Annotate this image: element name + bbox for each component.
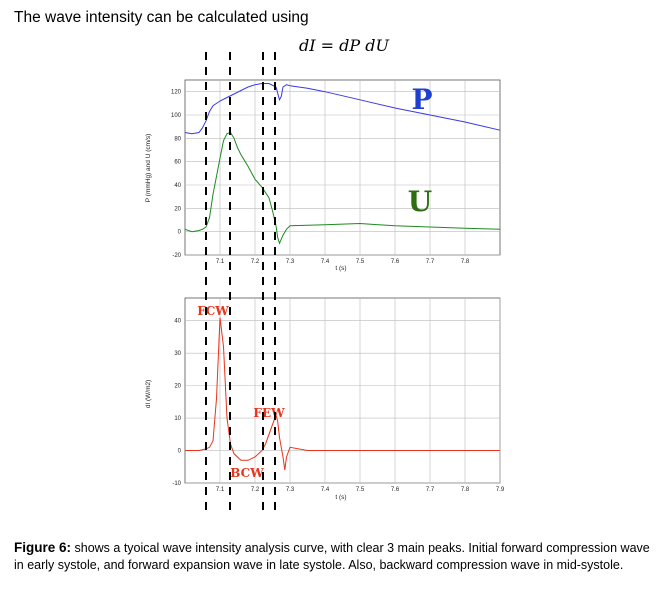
x-tick-label: 7.8 — [461, 487, 470, 493]
y-tick-label: 100 — [171, 113, 182, 119]
bottom-ylabel: dI (W/m2) — [145, 380, 152, 409]
top-plot-area — [184, 79, 501, 256]
bcw-label: BCW — [230, 466, 264, 480]
bottom-chart: 7.1 7.2 7.3 7.4 7.5 7.6 7.7 7.8 7.9-10010203040 … — [145, 297, 505, 501]
x-tick-label: 7.4 — [321, 259, 330, 265]
y-tick-label: 40 — [174, 319, 181, 325]
x-tick-label: 7.6 — [391, 487, 400, 493]
x-tick-label: 7.3 — [286, 487, 295, 493]
y-tick-label: 0 — [178, 449, 182, 455]
caption-lead: Figure 6: — [14, 540, 72, 555]
formula: dI = dP dU — [299, 36, 389, 55]
top-chart: 7.1 7.2 7.3 7.4 7.5 7.6 7.7 7.8 -20 0 20 40 60 80 100 1… — [145, 79, 501, 272]
x-tick-label: 7.5 — [356, 259, 365, 265]
x-tick-label: 7.7 — [426, 259, 435, 265]
bottom-plot-area — [184, 297, 501, 484]
y-tick-label: 80 — [174, 136, 181, 142]
series-label-p: P — [411, 83, 432, 116]
x-tick-label: 7.4 — [321, 487, 330, 493]
y-tick-label: 20 — [174, 384, 181, 390]
y-tick-label: -10 — [172, 481, 181, 487]
top-ylabel: P (mmHg) and U (cm/s) — [145, 134, 152, 203]
x-tick-label: 7.7 — [426, 487, 435, 493]
x-tick-label: 7.5 — [356, 487, 365, 493]
x-tick-label: 7.1 — [216, 259, 225, 265]
y-tick-label: 40 — [174, 183, 181, 189]
series-label-u: U — [408, 185, 432, 218]
x-tick-label: 7.2 — [251, 259, 260, 265]
y-tick-label: 60 — [174, 160, 181, 166]
figure: 7.1 7.2 7.3 7.4 7.5 7.6 7.7 7.8-200204060801001… — [145, 52, 505, 515]
pressure-line — [184, 83, 501, 135]
velocity-line — [184, 131, 501, 245]
x-tick-label: 7.8 — [461, 259, 470, 265]
fcw-label: FCW — [197, 304, 229, 318]
x-tick-label: 7.2 — [251, 487, 260, 493]
bottom-xlabel: t (s) — [335, 494, 346, 501]
y-tick-label: 0 — [178, 230, 182, 236]
y-tick-label: 120 — [171, 90, 182, 96]
x-tick-label: 7.1 — [216, 487, 225, 493]
caption-text: shows a tyoical wave intensity analysis … — [14, 541, 650, 572]
few-label: FEW — [253, 406, 285, 420]
x-tick-label: 7.6 — [391, 259, 400, 265]
y-tick-label: -20 — [172, 253, 181, 259]
intensity-line — [185, 317, 500, 471]
intro-text: The wave intensity can be calculated usi… — [14, 9, 309, 26]
figure-caption: Figure 6: shows a tyoical wave intensity… — [14, 540, 654, 573]
top-xlabel: t (s) — [335, 265, 346, 272]
y-tick-label: 20 — [174, 206, 181, 212]
x-tick-label: 7.9 — [496, 487, 505, 493]
y-tick-label: 10 — [174, 416, 181, 422]
phase-markers — [205, 52, 276, 515]
y-tick-label: 30 — [174, 351, 181, 357]
x-tick-label: 7.3 — [286, 259, 295, 265]
